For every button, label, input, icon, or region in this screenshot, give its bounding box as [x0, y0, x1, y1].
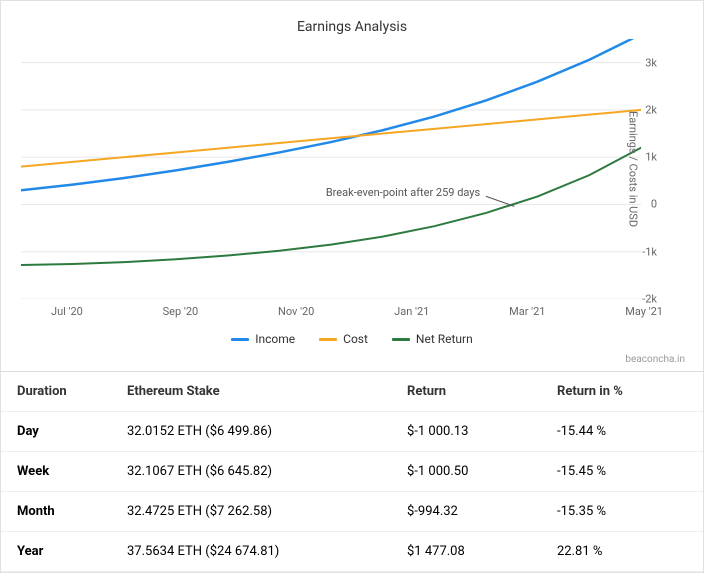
cell-stake: 32.1067 ETH ($6 645.82)	[127, 464, 407, 479]
y-tick-label: 2k	[645, 103, 657, 116]
y-axis-label: Earnings / Costs in USD	[626, 111, 639, 227]
x-axis-ticks: Jul '20 Sep '20 Nov '20 Jan '21 Mar '21 May '…	[11, 299, 693, 318]
chart-plot: Break-even-point after 259 days	[21, 39, 641, 299]
legend-item[interactable]: Income	[231, 332, 295, 346]
cell-pct: -15.45 %	[557, 464, 687, 479]
col-return-header: Return	[407, 384, 557, 399]
cell-duration: Month	[17, 504, 127, 519]
cell-duration: Year	[17, 544, 127, 559]
legend-label: Cost	[343, 332, 368, 346]
cell-duration: Day	[17, 424, 127, 439]
chart-title: Earnings Analysis	[11, 11, 693, 39]
legend-swatch	[231, 338, 249, 341]
cell-return: $-1 000.13	[407, 424, 557, 439]
chart-legend: Income Cost Net Return	[11, 318, 693, 354]
y-tick-label: -1k	[642, 245, 657, 258]
x-tick-label: Nov '20	[278, 305, 314, 318]
x-tick-label: Sep '20	[163, 305, 199, 318]
legend-swatch	[319, 338, 337, 341]
legend-label: Net Return	[416, 332, 473, 346]
col-duration-header: Duration	[17, 384, 127, 399]
y-tick-label: 1k	[645, 151, 657, 164]
legend-label: Income	[255, 332, 295, 346]
col-pct-header: Return in %	[557, 384, 687, 399]
y-tick-label: 3k	[645, 56, 657, 69]
x-tick-label: Jul '20	[51, 305, 83, 318]
x-tick-label: Jan '21	[394, 305, 429, 318]
table-header: Duration Ethereum Stake Return Return in…	[1, 372, 703, 412]
y-tick-label: 0	[651, 198, 657, 211]
cell-return: $-994.32	[407, 504, 557, 519]
chart-area: Earnings Analysis Break-even-point after…	[1, 1, 703, 371]
cell-pct: 22.81 %	[557, 544, 687, 559]
earnings-panel: Earnings Analysis Break-even-point after…	[0, 0, 704, 573]
cell-stake: 37.5634 ETH ($24 674.81)	[127, 544, 407, 559]
y-tick-label: -2k	[642, 293, 657, 306]
table-row: Week32.1067 ETH ($6 645.82)$-1 000.50-15…	[1, 452, 703, 492]
returns-table: Duration Ethereum Stake Return Return in…	[1, 371, 703, 572]
table-row: Month32.4725 ETH ($7 262.58)$-994.32-15.…	[1, 492, 703, 532]
cell-stake: 32.4725 ETH ($7 262.58)	[127, 504, 407, 519]
cell-pct: -15.44 %	[557, 424, 687, 439]
legend-swatch	[392, 338, 410, 341]
legend-item[interactable]: Net Return	[392, 332, 473, 346]
table-row: Day32.0152 ETH ($6 499.86)$-1 000.13-15.…	[1, 412, 703, 452]
x-tick-label: Mar '21	[509, 305, 545, 318]
cell-return: $-1 000.50	[407, 464, 557, 479]
cell-stake: 32.0152 ETH ($6 499.86)	[127, 424, 407, 439]
cell-return: $1 477.08	[407, 544, 557, 559]
table-row: Year37.5634 ETH ($24 674.81)$1 477.0822.…	[1, 532, 703, 572]
legend-item[interactable]: Cost	[319, 332, 368, 346]
cell-duration: Week	[17, 464, 127, 479]
cell-pct: -15.35 %	[557, 504, 687, 519]
x-tick-label: May '21	[625, 305, 663, 318]
attribution-text: beaconcha.in	[11, 354, 693, 369]
col-stake-header: Ethereum Stake	[127, 384, 407, 399]
break-even-annotation: Break-even-point after 259 days	[326, 186, 480, 199]
